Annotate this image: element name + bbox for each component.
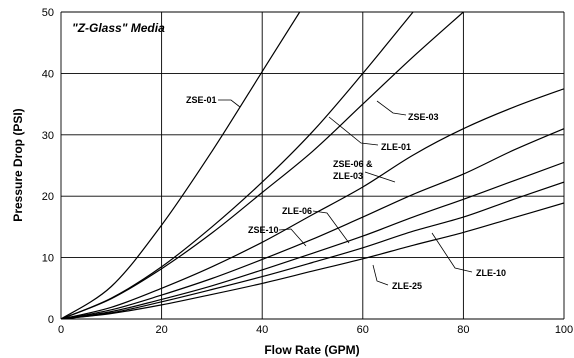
y-tick-label: 30: [42, 130, 54, 142]
series-line-zse-01: [61, 12, 301, 319]
x-tick-label: 100: [555, 324, 573, 336]
tick-labels: 0 20 40 60 80 100 0 10 20 30 40 50: [42, 7, 573, 336]
series-line-zle-06: [61, 128, 564, 319]
leader-zle-25: [372, 264, 389, 286]
y-tick-label: 10: [42, 253, 54, 265]
leader-zse-10: [278, 228, 307, 247]
annotation-zle-10: ZLE-10: [476, 268, 506, 278]
leader-zse-01: [218, 99, 241, 108]
series-line-zse-03: [61, 12, 464, 319]
series-line-zle-25: [61, 202, 564, 319]
annotation-leaders: [218, 99, 473, 286]
x-axis-label: Flow Rate (GPM): [264, 343, 359, 357]
series-line-zle-10: [61, 181, 564, 319]
x-tick-label: 60: [357, 324, 369, 336]
y-tick-label: 0: [48, 314, 54, 326]
chart-title: "Z-Glass" Media: [72, 21, 165, 35]
y-axis-label: Pressure Drop (PSI): [11, 108, 25, 221]
annotation-zse-03: ZSE-03: [408, 112, 439, 122]
annotation-zle-03-line2: ZLE-03: [333, 171, 363, 181]
y-tick-label: 50: [42, 7, 54, 19]
annotation-zle-25: ZLE-25: [392, 281, 422, 291]
grid-lines: [60, 11, 565, 320]
y-tick-label: 40: [42, 68, 54, 80]
series-line-zse-10: [61, 161, 564, 319]
leader-zle-01: [328, 116, 379, 146]
annotation-zse-01: ZSE-01: [186, 95, 217, 105]
series-line-zle-01: [61, 12, 414, 319]
y-tick-label: 20: [42, 191, 54, 203]
x-tick-label: 40: [256, 324, 268, 336]
leader-zse-06-zle-03: [364, 171, 396, 183]
annotation-zse-06-line1: ZSE-06 &: [333, 159, 373, 169]
annotation-zle-01: ZLE-01: [381, 142, 411, 152]
x-tick-label: 0: [58, 324, 64, 336]
series-line-zse-06-zle-03: [61, 88, 564, 319]
series-curves: [61, 12, 564, 319]
x-tick-label: 20: [155, 324, 167, 336]
annotation-zle-06: ZLE-06: [282, 206, 312, 216]
leader-zle-10: [431, 232, 473, 273]
annotation-zse-10: ZSE-10: [248, 225, 279, 235]
leader-zse-03: [376, 100, 407, 116]
leader-zle-06: [312, 210, 350, 244]
x-tick-label: 80: [457, 324, 469, 336]
